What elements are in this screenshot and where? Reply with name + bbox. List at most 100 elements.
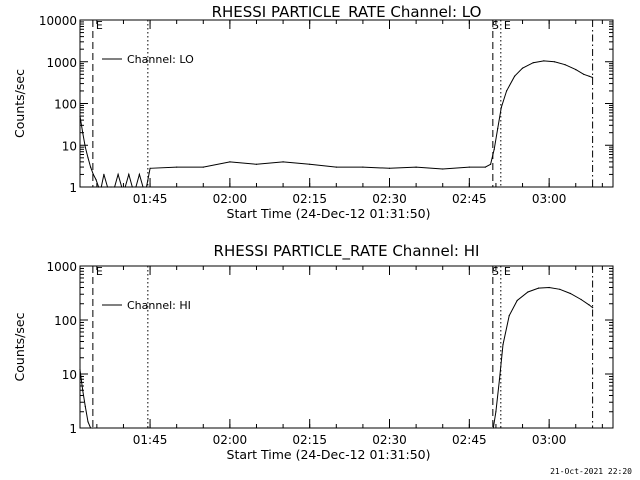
panel-2-data-point	[90, 427, 92, 429]
panel-2-data-point	[495, 411, 497, 413]
panel-1-ytick-label: 1000	[46, 56, 77, 70]
panel-2-data-point	[559, 288, 561, 290]
panel-1-data-point	[335, 166, 337, 168]
panel-1-data-point	[92, 173, 94, 175]
panel-1-data-point	[543, 60, 545, 62]
panel-2-legend-label: Channel: HI	[127, 299, 191, 312]
panel-1-data-point	[142, 186, 144, 188]
panel-2-xtick-label: 01:45	[133, 433, 168, 447]
panel-1-data-point	[100, 186, 102, 188]
panel-2-marker-label: E	[96, 265, 103, 278]
panel-2-data-point	[548, 286, 550, 289]
panel-2-marker-label: S	[492, 265, 499, 278]
panel-1-data-point	[493, 148, 495, 150]
panel-1-data-point	[484, 166, 486, 168]
panel-1-xtick-label: 02:30	[372, 192, 407, 206]
panel-1-ytick-label: 10000	[39, 14, 77, 28]
panel-1-data-point	[149, 167, 151, 169]
panel-2-data-point	[592, 307, 594, 309]
panel-2-ylabel: Counts/sec	[12, 312, 27, 381]
panel-2-ytick-label: 10	[62, 368, 77, 382]
panel-1-marker-label: S	[492, 19, 499, 32]
panel-1-data-point	[110, 186, 112, 188]
panel-1-data-point	[532, 62, 534, 64]
panel-1-title: RHESSI PARTICLE_RATE Channel: LO	[212, 3, 482, 22]
panel-1-data-point	[583, 73, 585, 75]
panel-1-data-point	[415, 166, 417, 168]
panel-1-data-point	[114, 186, 116, 188]
panel-1-data-point	[176, 166, 178, 168]
panel-1-data-point	[388, 167, 391, 169]
panel-2-ytick-label: 1	[69, 422, 77, 436]
panel-1-data-point	[106, 186, 109, 188]
panel-1-data-point	[362, 166, 364, 168]
panel-1-marker-label: E	[504, 19, 511, 32]
panel-1-data-point	[490, 163, 492, 165]
panel-1-xtick-label: 01:45	[133, 192, 168, 206]
panel-2-data-point	[588, 304, 590, 306]
panel-1-data-point	[255, 163, 258, 165]
panel-1-ylabel: Counts/sec	[12, 69, 27, 138]
footer-timestamp: 21-Oct-2021 22:20	[550, 467, 632, 476]
panel-1-data-point	[592, 76, 594, 79]
panel-2-xlabel: Start Time (24-Dec-12 01:31:50)	[227, 447, 431, 462]
panel-1-data-point	[121, 186, 123, 188]
panel-1-data-point	[564, 64, 566, 66]
panel-2-data-point	[498, 378, 501, 380]
panel-2-data-point	[82, 389, 84, 391]
panel-1-series-line	[79, 60, 593, 188]
panel-1-data-point	[87, 157, 89, 159]
panel-2-data-point	[87, 421, 89, 423]
panel-1-data-point	[131, 186, 133, 188]
panel-1-legend-label: Channel: LO	[127, 53, 194, 66]
panel-1-data-point	[135, 186, 137, 188]
panel-2-xtick-label: 03:00	[532, 433, 567, 447]
panel-1-data-point	[521, 67, 524, 69]
panel-1-data-point	[90, 166, 92, 168]
panel-1-xtick-label: 03:00	[532, 192, 567, 206]
panel-1-data-point	[84, 146, 86, 148]
panel-2-data-point	[79, 369, 81, 371]
panel-1-plot-frame	[79, 19, 614, 188]
panel-2-data-point	[580, 298, 582, 301]
panel-1-data-point	[95, 179, 97, 181]
panel-2-data-point	[84, 405, 86, 408]
panel-2-marker-label: E	[504, 265, 511, 278]
panel-1-data-point	[229, 161, 231, 163]
panel-1-marker-label: E	[96, 19, 103, 32]
panel-1-data-point	[309, 163, 311, 165]
panel-1-xlabel: Start Time (24-Dec-12 01:31:50)	[227, 206, 431, 221]
panel-2-xtick-label: 02:00	[213, 433, 248, 447]
panel-1-ytick-label: 1	[69, 181, 77, 195]
panel-1-data-point	[553, 61, 556, 63]
panel-1-xtick-label: 02:15	[292, 192, 327, 206]
panel-1-data-point	[506, 90, 508, 92]
panel-2-xtick-label: 02:15	[292, 433, 327, 447]
panel-1-data-point	[282, 161, 284, 163]
panel-1-xtick-label: 02:45	[452, 192, 487, 206]
panel-1-data-point	[103, 173, 105, 175]
panel-1-data-point	[442, 168, 444, 170]
panel-1-data-point	[145, 186, 148, 188]
panel-2-ytick-label: 100	[54, 314, 77, 328]
panel-1-xtick-label: 02:00	[213, 192, 248, 206]
panel-1-data-point	[497, 128, 499, 130]
panel-1-data-point	[117, 173, 119, 175]
panel-1-data-point	[202, 166, 204, 168]
panel-2-data-point	[502, 344, 504, 346]
panel-2-data-point	[527, 291, 529, 293]
panel-2-xtick-label: 02:45	[452, 433, 487, 447]
panel-2-data-point	[516, 299, 518, 302]
panel-1-data-point	[575, 69, 577, 71]
panel-1-data-point	[128, 173, 130, 175]
panel-2-series-line	[79, 286, 593, 429]
panel-1-data-point	[124, 186, 126, 188]
panel-1-data-point	[82, 132, 84, 134]
panel-2-data-point	[508, 315, 510, 317]
panel-2-data-point	[569, 292, 572, 295]
panel-1-data-point	[138, 173, 140, 175]
panel-2-xtick-label: 02:30	[372, 433, 407, 447]
panel-1-ytick-label: 10	[62, 139, 77, 153]
panel-1-data-point	[79, 115, 81, 117]
